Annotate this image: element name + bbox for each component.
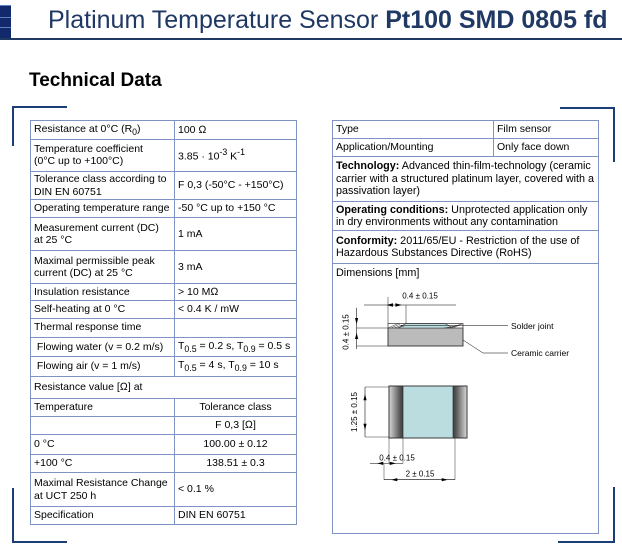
svg-text:Solder joint: Solder joint: [511, 321, 554, 331]
svg-text:0.4 ± 0.15: 0.4 ± 0.15: [402, 292, 438, 301]
svg-text:2 ± 0.15: 2 ± 0.15: [406, 470, 435, 479]
svg-text:0.4 ± 0.15: 0.4 ± 0.15: [379, 454, 415, 463]
svg-text:1.25 ± 0.15: 1.25 ± 0.15: [350, 391, 359, 432]
svg-text:Ceramic carrier: Ceramic carrier: [511, 348, 569, 358]
svg-text:0.4 ± 0.15: 0.4 ± 0.15: [342, 314, 351, 350]
